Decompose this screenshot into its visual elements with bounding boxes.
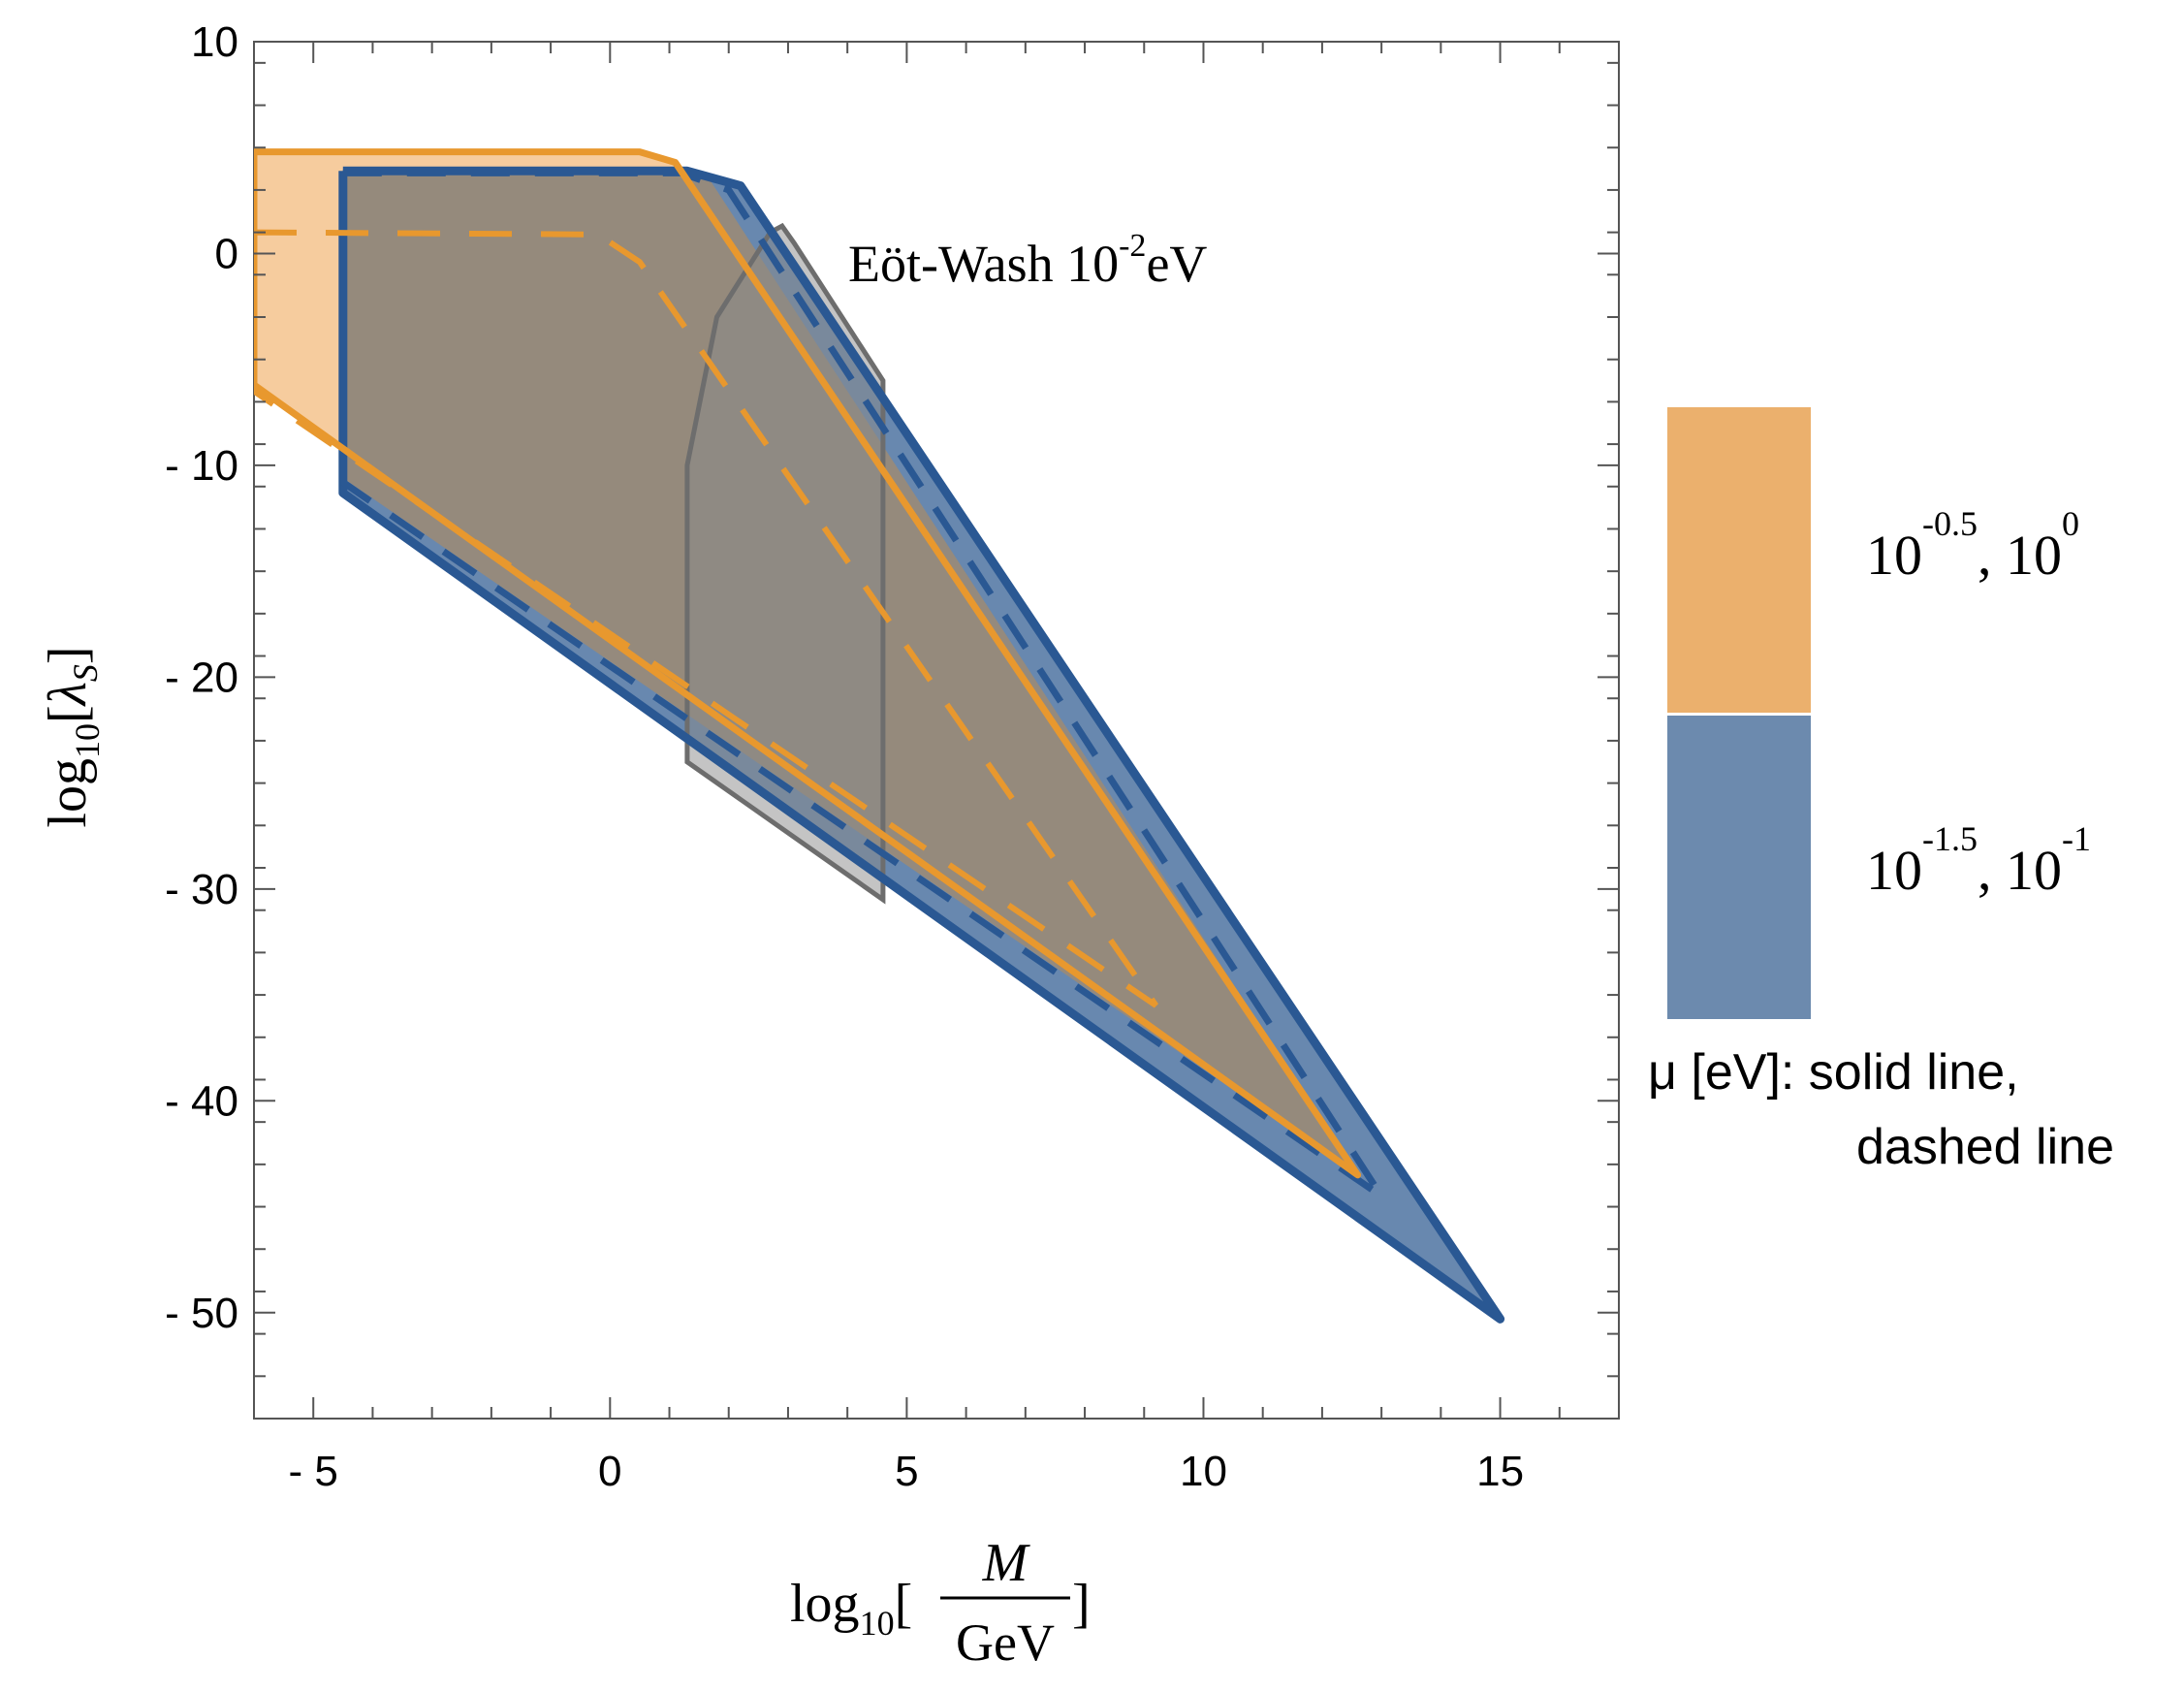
y-tick-labels: 10 0 - 10 - 20 - 30 - 40 - 50 — [165, 18, 238, 1337]
axis-ticks — [253, 41, 1620, 1420]
x-tick-label: 0 — [598, 1448, 621, 1495]
legend-swatch-blue — [1667, 716, 1811, 1019]
line-blue-dashed — [339, 169, 1385, 1199]
legend-swatch-orange — [1667, 407, 1811, 713]
y-tick-label: 10 — [191, 18, 238, 66]
legend-label-orange: 10-0.5, 100 — [1866, 504, 2079, 587]
svg-text:M: M — [982, 1533, 1031, 1593]
x-tick-label: - 5 — [289, 1448, 338, 1495]
x-tick-label: 10 — [1180, 1448, 1227, 1495]
x-tick-label: 5 — [895, 1448, 918, 1495]
svg-text:log10[: log10[ — [790, 1574, 912, 1643]
legend: 10-0.5, 100 10-1.5, 10-1 μ [eV]: solid l… — [1648, 407, 2114, 1175]
svg-text:]: ] — [1072, 1574, 1091, 1634]
svg-text:GeV: GeV — [956, 1613, 1055, 1672]
svg-text:log10[λS]: log10[λS] — [38, 646, 107, 827]
y-tick-label: - 30 — [165, 866, 238, 913]
legend-caption-line2: dashed line — [1856, 1119, 2114, 1175]
line-orange-solid — [254, 148, 1362, 1179]
y-tick-label: - 20 — [165, 654, 238, 701]
x-tick-label: 15 — [1476, 1448, 1524, 1495]
y-axis-label: log10[λS] — [38, 646, 107, 827]
plot-regions — [254, 148, 1505, 1324]
x-tick-labels: - 5 0 5 10 15 — [289, 1448, 1525, 1495]
y-tick-label: - 10 — [165, 442, 238, 490]
y-tick-label: 0 — [215, 231, 238, 278]
annotation-eotwash: Eöt-Wash 10-2eV — [848, 228, 1207, 293]
y-tick-label: - 50 — [165, 1290, 238, 1337]
y-tick-label: - 40 — [165, 1077, 238, 1125]
legend-label-blue: 10-1.5, 10-1 — [1866, 819, 2091, 902]
x-axis-label: log10[ M GeV ] — [790, 1533, 1091, 1672]
legend-caption-line1: μ [eV]: solid line, — [1648, 1044, 2019, 1101]
